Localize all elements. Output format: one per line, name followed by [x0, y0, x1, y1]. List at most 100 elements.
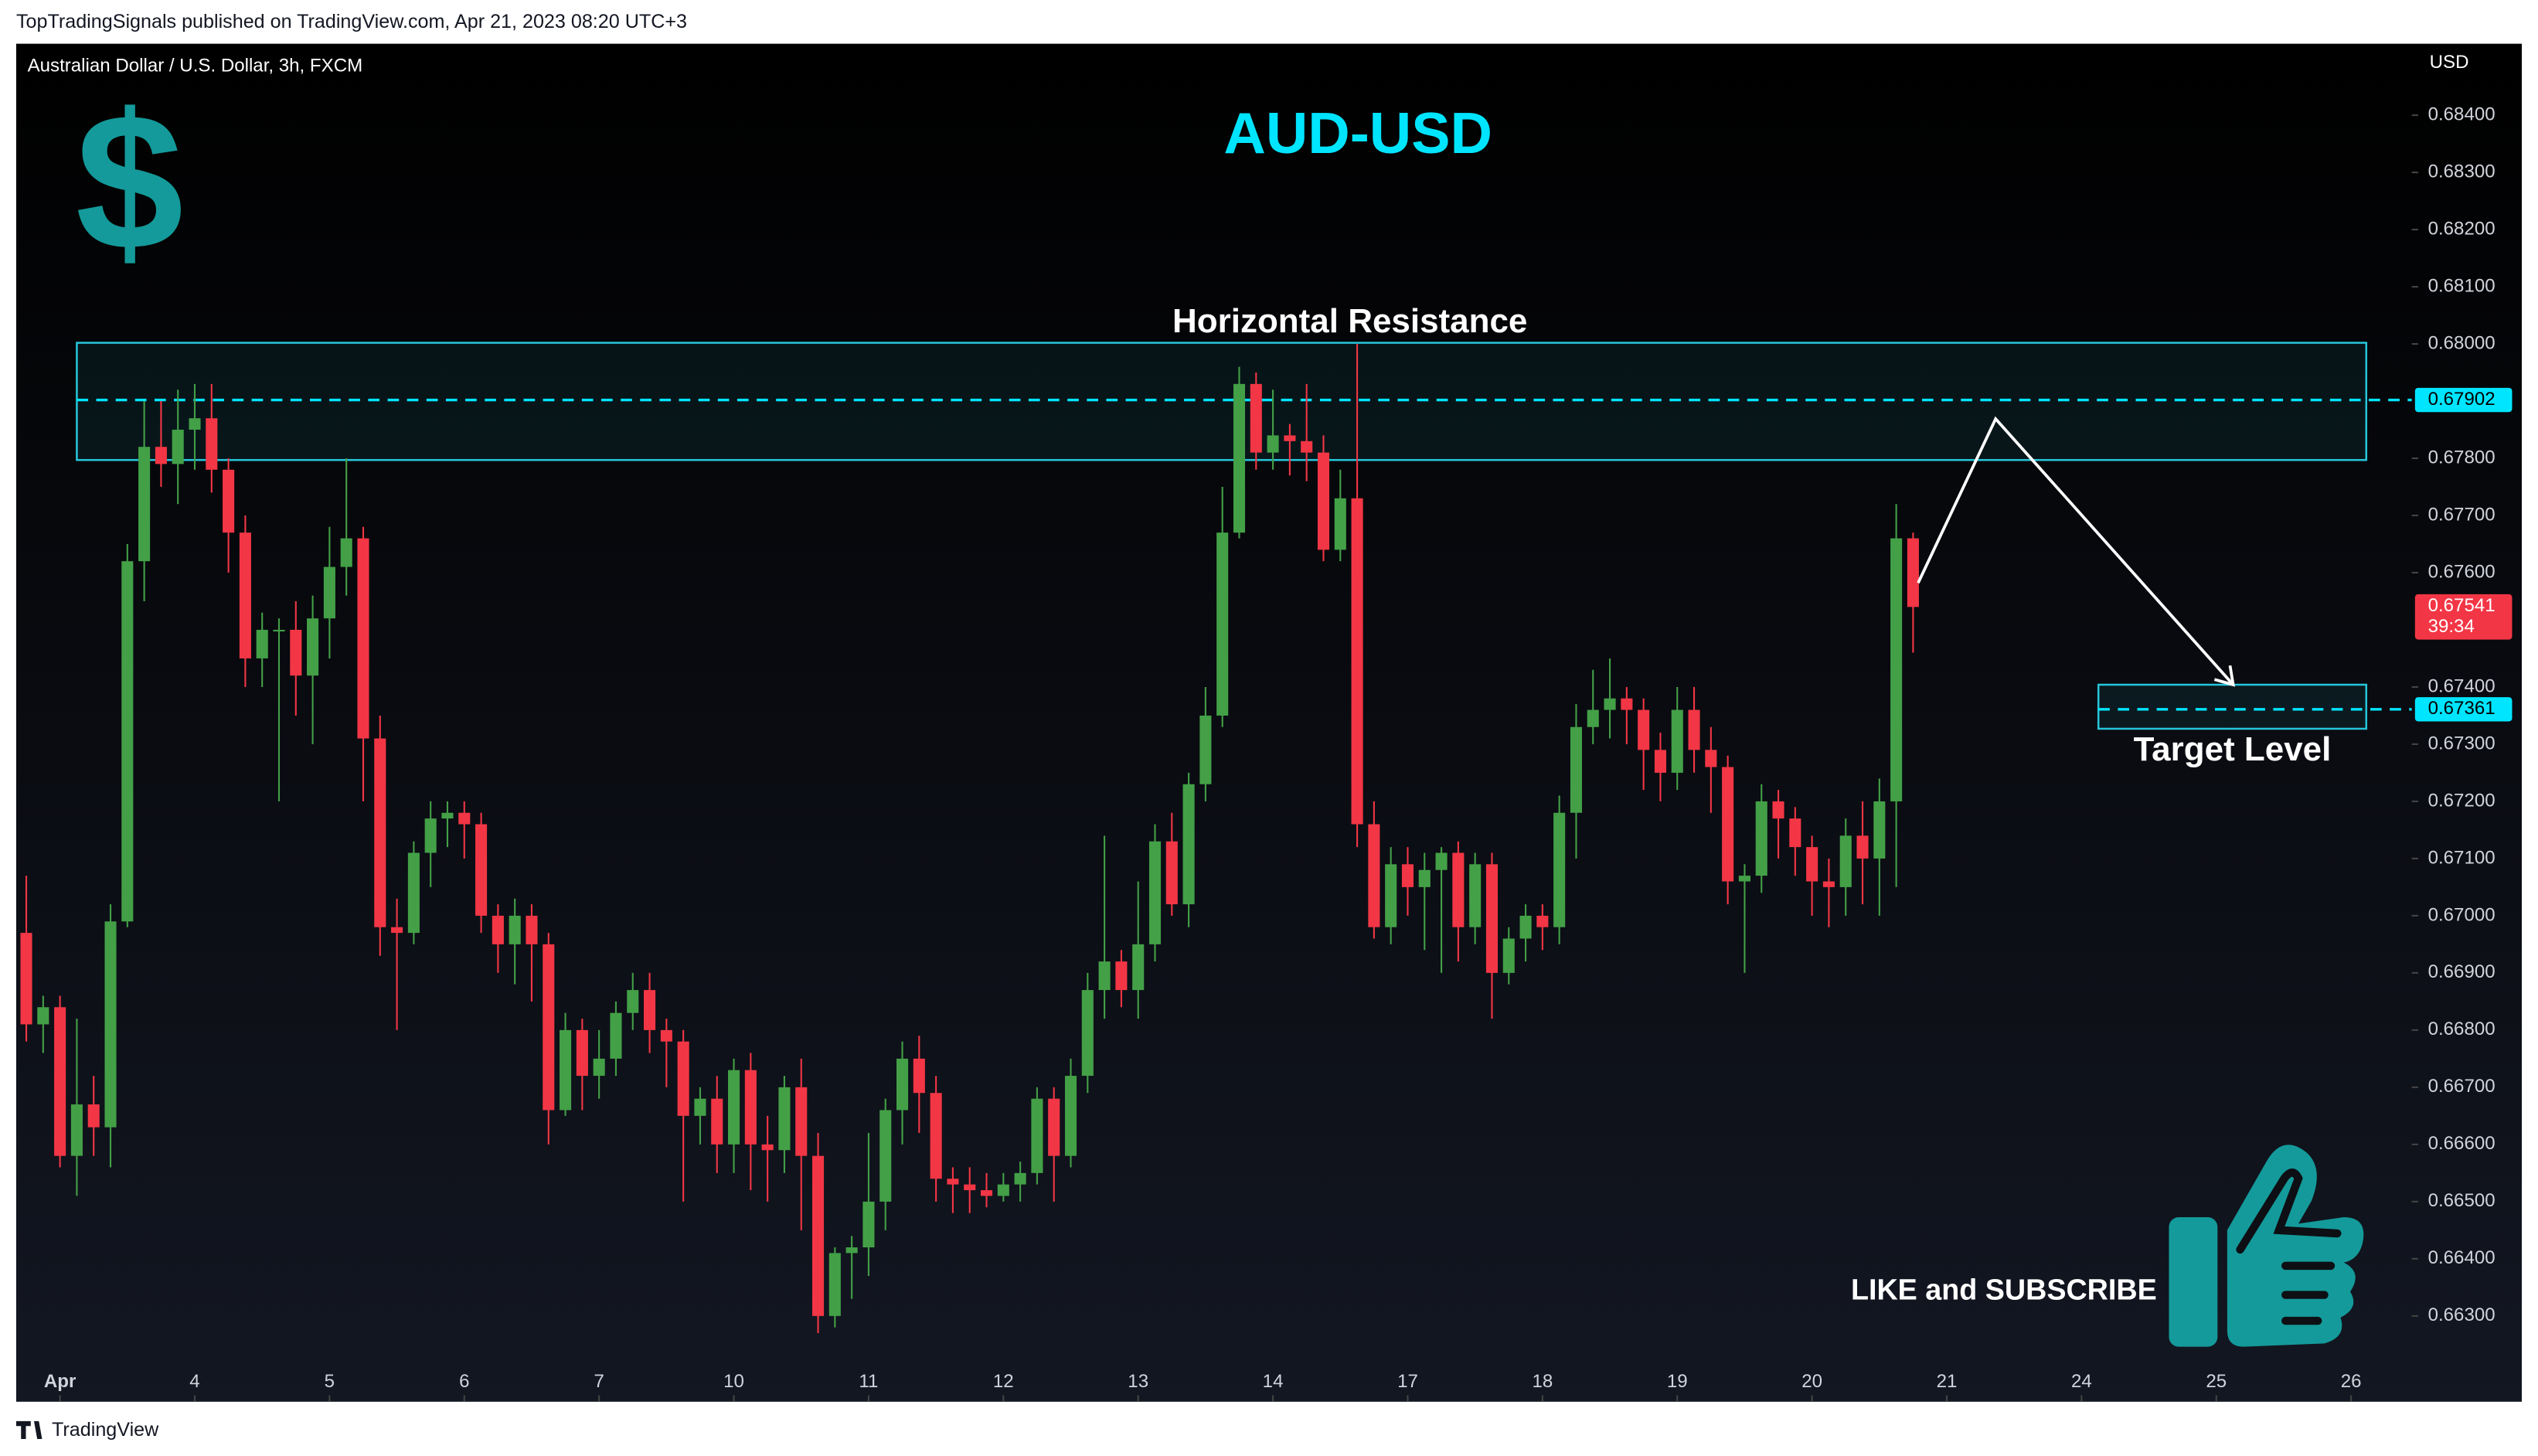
x-tick-label: 17	[1397, 1371, 1418, 1392]
candle-body	[1368, 824, 1380, 927]
candle-body	[1148, 841, 1162, 944]
x-tick-label: 18	[1532, 1371, 1553, 1392]
candle-body	[223, 469, 235, 533]
candle-body	[1014, 1172, 1026, 1185]
candle-body	[1890, 538, 1903, 801]
candle-body	[1351, 498, 1363, 825]
candle-body	[1115, 961, 1128, 991]
x-tick-label: 5	[325, 1371, 335, 1392]
candle-body	[1250, 383, 1262, 453]
x-tick-label: 10	[723, 1371, 744, 1392]
y-tick-label: 0.68300	[2428, 161, 2495, 182]
candle-body	[778, 1087, 791, 1151]
candle-body	[947, 1179, 959, 1185]
candle-body	[1385, 864, 1397, 927]
candle-body	[711, 1098, 723, 1145]
candle-body	[677, 1041, 689, 1116]
candle-body	[913, 1058, 925, 1094]
candle-body	[997, 1184, 1009, 1196]
x-tick-label: 25	[2206, 1371, 2227, 1392]
price-label: 0.67361	[2428, 698, 2495, 719]
candle-body	[1284, 435, 1296, 441]
y-tick-label: 0.67100	[2428, 847, 2495, 868]
candle-body	[862, 1201, 875, 1248]
candle-body	[896, 1058, 909, 1111]
candle-body	[37, 1007, 49, 1025]
candle-body	[1553, 812, 1566, 927]
y-tick-label: 0.66300	[2428, 1305, 2495, 1325]
candle-body	[660, 1029, 672, 1042]
candle-body	[1772, 801, 1784, 819]
x-tick-label: 7	[594, 1371, 604, 1392]
currency: USD	[2430, 52, 2469, 73]
candle-body	[1587, 709, 1599, 727]
candle-body	[879, 1110, 892, 1202]
footer-text: TradingView	[52, 1419, 159, 1441]
candle-body	[441, 812, 454, 819]
y-tick-label: 0.67700	[2428, 504, 2495, 525]
x-tick-label: 26	[2341, 1371, 2362, 1392]
y-tick-label: 0.66900	[2428, 961, 2495, 982]
candle-body	[1317, 452, 1330, 550]
candle-body	[560, 1029, 572, 1111]
candle-body	[357, 538, 369, 739]
candle-body	[1621, 698, 1633, 710]
chart-background	[15, 43, 2523, 1402]
candle-body	[1452, 852, 1465, 927]
candle-body	[172, 430, 184, 464]
y-tick-label: 0.66800	[2428, 1019, 2495, 1039]
y-tick-label: 0.68000	[2428, 332, 2495, 353]
y-tick-label: 0.68100	[2428, 275, 2495, 296]
cta-label: LIKE and SUBSCRIBE	[1851, 1273, 2157, 1305]
y-tick-label: 0.68200	[2428, 218, 2495, 239]
countdown-label: 39:34	[2428, 616, 2475, 637]
candle-body	[1671, 709, 1683, 773]
y-tick-label: 0.66700	[2428, 1076, 2495, 1097]
candle-body	[811, 1155, 825, 1316]
candle-body	[761, 1144, 774, 1151]
candle-body	[828, 1253, 841, 1316]
candle-body	[1081, 990, 1094, 1077]
arrow-head	[2213, 665, 2235, 687]
candle-body	[1502, 938, 1515, 973]
price-label-box	[2414, 594, 2512, 640]
candle-body	[930, 1093, 942, 1179]
candle-body	[1705, 750, 1717, 767]
candle-body	[1738, 876, 1750, 882]
x-tick-label: 13	[1128, 1371, 1148, 1392]
candle-body	[1418, 869, 1431, 887]
price-label-box	[2414, 387, 2512, 413]
candle-body	[273, 629, 285, 632]
candle-body	[206, 418, 218, 470]
candle-body	[391, 927, 403, 934]
y-tick-label: 0.67200	[2428, 790, 2495, 811]
candle-body	[424, 818, 437, 853]
candle-body	[1722, 767, 1734, 882]
y-tick-label: 0.66400	[2428, 1247, 2495, 1268]
y-tick-label: 0.67600	[2428, 561, 2495, 582]
candle-body	[1839, 835, 1852, 887]
candle-body	[87, 1104, 100, 1128]
candle-body	[728, 1070, 740, 1145]
price-label: 0.67902	[2428, 389, 2495, 410]
thumbs-up-icon	[2169, 1145, 2364, 1347]
candle-body	[1755, 801, 1767, 876]
candle-body	[509, 915, 521, 944]
candle-body	[744, 1070, 757, 1145]
candle-body	[239, 532, 251, 658]
candle-body	[70, 1104, 83, 1156]
candle-body	[1873, 801, 1886, 859]
candle-body	[1182, 784, 1195, 905]
candle-body	[1334, 498, 1346, 550]
candle-body	[1536, 915, 1549, 927]
price-label: 0.67541	[2428, 595, 2495, 616]
candle-body	[644, 990, 656, 1030]
candle-body	[1570, 726, 1582, 813]
candle-body	[1907, 538, 1919, 607]
candle-body	[1654, 750, 1666, 773]
candle-body	[610, 1012, 622, 1059]
candle-body	[1856, 835, 1869, 859]
y-tick-label: 0.67300	[2428, 733, 2495, 754]
candle-body	[492, 915, 504, 944]
candle-body	[1301, 441, 1313, 453]
